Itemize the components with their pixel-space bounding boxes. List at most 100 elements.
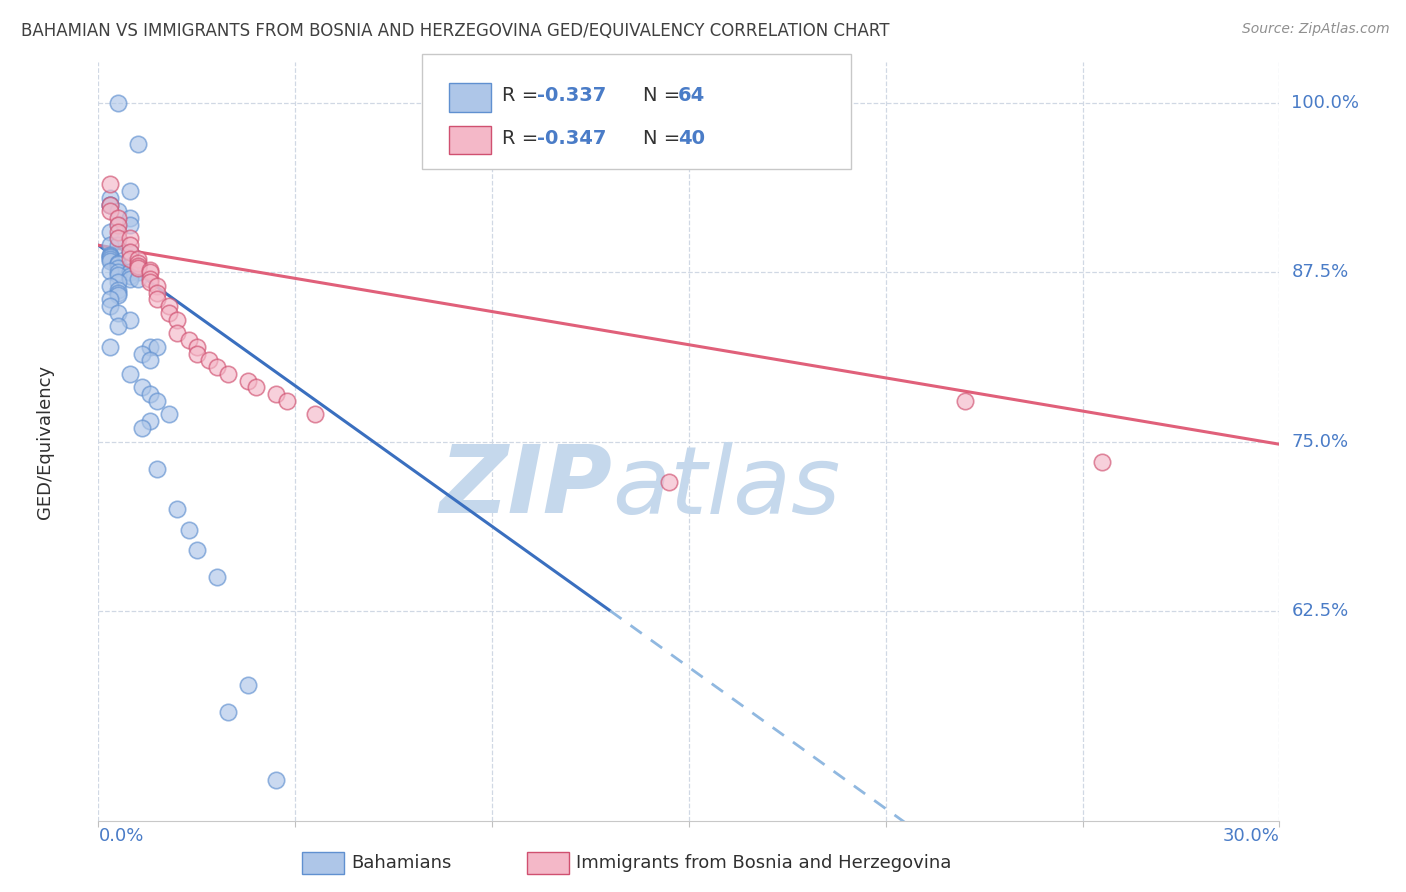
Text: ZIP: ZIP [439,441,612,533]
Point [107,204,129,219]
Point [107,231,129,245]
Point [98,252,121,266]
Point [166,312,188,326]
Point [186,346,208,360]
Text: N =: N = [643,86,686,105]
Point [98,238,121,252]
Text: Immigrants from Bosnia and Herzegovina: Immigrants from Bosnia and Herzegovina [576,855,952,872]
Point [118,265,141,279]
Text: 75.0%: 75.0% [1291,433,1348,450]
Point [118,245,141,260]
Text: N =: N = [643,128,686,148]
Text: GED/Equivalency: GED/Equivalency [37,365,55,518]
Point [138,262,160,277]
Point [118,231,141,245]
Point [1091,455,1114,469]
Point [118,211,141,226]
Point [146,340,169,354]
Point [98,299,121,313]
Point [107,225,129,239]
Point [107,265,129,279]
Point [98,197,121,211]
Point [276,393,298,408]
Point [166,326,188,341]
Point [131,380,153,394]
Point [107,306,129,320]
Point [217,706,239,720]
Text: R =: R = [502,128,544,148]
Point [138,387,160,401]
Point [98,293,121,307]
Point [166,502,188,516]
Text: 100.0%: 100.0% [1291,94,1360,112]
Point [118,265,141,279]
Text: 40: 40 [678,128,704,148]
Point [264,772,287,787]
Text: Bahamians: Bahamians [352,855,451,872]
Point [107,218,129,232]
Point [245,380,267,394]
Point [98,178,121,192]
Point [107,257,129,271]
Point [177,333,200,347]
Point [177,523,200,537]
Text: -0.347: -0.347 [537,128,606,148]
Point [236,678,259,692]
Point [118,238,141,252]
Point [118,245,141,260]
Point [127,261,149,276]
Point [131,421,153,435]
Point [205,570,228,584]
Point [138,353,160,368]
Point [264,387,287,401]
Point [146,278,169,293]
Text: atlas: atlas [612,442,841,533]
Point [98,197,121,211]
Point [98,248,121,262]
Point [236,374,259,388]
Point [127,259,149,273]
Point [658,475,681,490]
Point [98,254,121,268]
Point [127,272,149,286]
Point [138,275,160,289]
Point [118,312,141,326]
Point [98,204,121,219]
Point [157,408,180,422]
Point [98,249,121,263]
Point [107,275,129,289]
Point [107,268,129,282]
Point [107,96,129,111]
Point [146,461,169,475]
Point [146,293,169,307]
Point [98,251,121,265]
Point [127,136,149,151]
Point [118,252,141,266]
Text: BAHAMIAN VS IMMIGRANTS FROM BOSNIA AND HERZEGOVINA GED/EQUIVALENCY CORRELATION C: BAHAMIAN VS IMMIGRANTS FROM BOSNIA AND H… [21,22,890,40]
Text: 64: 64 [678,86,704,105]
Point [146,285,169,300]
Point [127,256,149,270]
Point [118,184,141,198]
Point [107,218,129,232]
Point [138,272,160,286]
Point [98,225,121,239]
Point [304,408,326,422]
Point [138,265,160,279]
Point [138,414,160,428]
Point [98,278,121,293]
Point [107,285,129,300]
Point [98,340,121,354]
Point [107,319,129,334]
Point [98,197,121,211]
Point [98,191,121,205]
Text: 30.0%: 30.0% [1223,828,1279,846]
Point [118,367,141,381]
Text: -0.337: -0.337 [537,86,606,105]
Point [107,261,129,276]
Point [146,393,169,408]
Text: R =: R = [502,86,544,105]
Point [157,306,180,320]
Point [127,259,149,273]
Point [107,211,129,226]
